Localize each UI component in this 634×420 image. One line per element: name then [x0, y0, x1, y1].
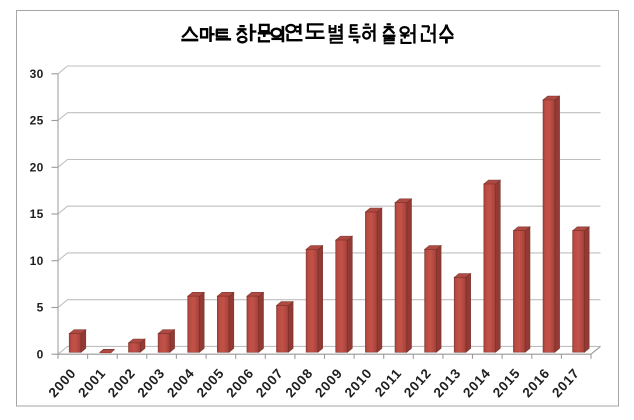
svg-text:30: 30 — [30, 67, 44, 81]
svg-text:0: 0 — [37, 347, 44, 361]
svg-text:20: 20 — [30, 160, 44, 174]
svg-text:5: 5 — [37, 301, 44, 315]
svg-text:10: 10 — [30, 254, 44, 268]
svg-text:15: 15 — [30, 207, 44, 221]
svg-text:25: 25 — [30, 114, 44, 128]
